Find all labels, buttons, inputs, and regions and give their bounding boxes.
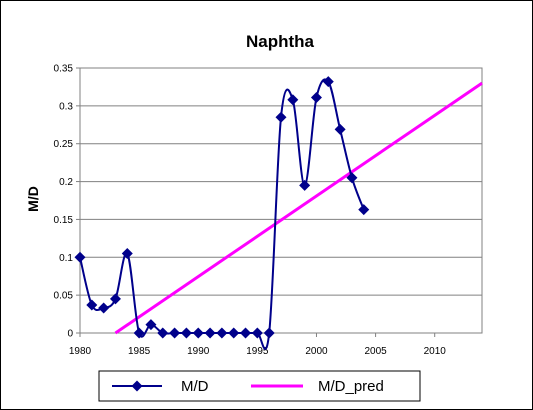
y-tick-label: 0.15 xyxy=(54,215,74,226)
series-0 xyxy=(74,76,370,350)
data-point xyxy=(180,327,192,339)
legend: M/D M/D_pred xyxy=(98,370,421,402)
y-tick-label: 0.2 xyxy=(59,177,73,188)
series-1 xyxy=(114,81,483,335)
data-point xyxy=(109,293,121,305)
y-tick-label: 0.3 xyxy=(59,101,73,112)
x-tick-label: 1990 xyxy=(187,346,210,357)
x-axis: 1980 1985 1990 1995 2000 2005 2010 xyxy=(69,333,446,357)
y-tick-label: 0.35 xyxy=(54,64,74,75)
data-point xyxy=(310,92,322,104)
data-point xyxy=(334,123,346,135)
series-line xyxy=(114,81,483,335)
x-tick-label: 2005 xyxy=(364,346,387,357)
y-tick-label: 0 xyxy=(67,329,73,340)
legend-label-md: M/D xyxy=(181,378,209,395)
y-axis: 0 0.05 0.1 0.15 0.2 0.25 0.3 0.35 xyxy=(54,64,80,340)
y-tick-label: 0.25 xyxy=(54,139,74,150)
data-point xyxy=(86,299,98,311)
data-point xyxy=(275,111,287,123)
y-tick-label: 0.05 xyxy=(54,291,74,302)
data-point xyxy=(192,327,204,339)
legend-label-md-pred: M/D_pred xyxy=(318,378,384,395)
data-point xyxy=(121,248,133,259)
data-point xyxy=(240,327,252,339)
chart-title: Naphtha xyxy=(246,32,315,51)
legend-marker-md xyxy=(131,380,143,392)
data-point xyxy=(133,327,145,339)
data-point xyxy=(169,327,181,339)
data-point xyxy=(346,172,358,184)
series-group xyxy=(74,76,483,350)
x-tick-label: 1995 xyxy=(246,346,269,357)
x-tick-label: 2010 xyxy=(424,346,447,357)
data-point xyxy=(287,94,299,106)
data-point xyxy=(204,327,216,339)
plot-area-border xyxy=(79,67,483,334)
data-point xyxy=(74,251,86,263)
data-point xyxy=(263,327,275,339)
series-line xyxy=(79,78,365,350)
data-point xyxy=(322,76,334,88)
x-tick-label: 1980 xyxy=(69,346,92,357)
data-point xyxy=(216,327,228,339)
x-tick-label: 2000 xyxy=(305,346,328,357)
data-point xyxy=(299,179,311,191)
y-tick-label: 0.1 xyxy=(59,253,73,264)
data-point xyxy=(228,327,240,339)
data-point xyxy=(145,319,157,331)
data-point xyxy=(358,204,370,216)
data-point xyxy=(157,327,169,339)
y-axis-label: M/D xyxy=(25,186,41,212)
data-point xyxy=(251,327,263,339)
x-tick-label: 1985 xyxy=(128,346,151,357)
data-point xyxy=(98,302,110,314)
